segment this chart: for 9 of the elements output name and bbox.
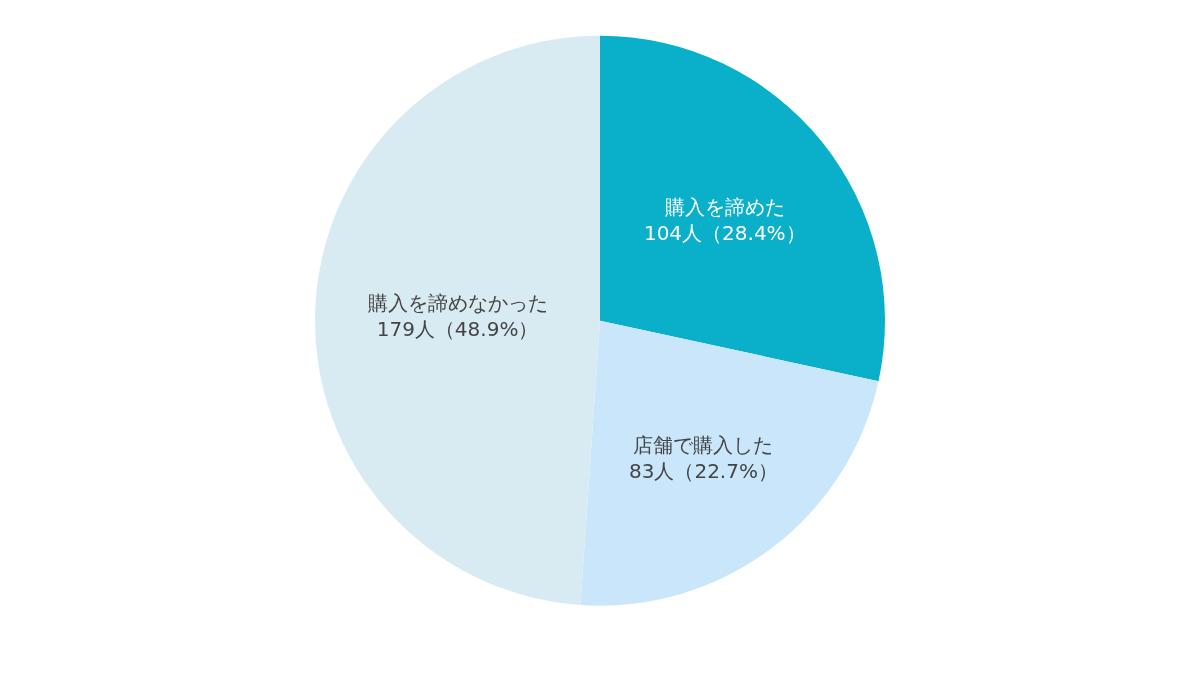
pie-slice [600, 35, 885, 382]
pie-slice [315, 35, 600, 605]
slice-label: 購入を諦めた [664, 195, 785, 220]
slice-label: 購入を諦めなかった [367, 290, 548, 315]
data-label: 104人（28.4%） [643, 221, 806, 246]
pie-slice [580, 320, 879, 606]
slice-label: 店舗で購入した [633, 433, 774, 458]
data-label: 179人（48.9%） [376, 316, 539, 341]
data-label: 83人（22.7%） [628, 459, 778, 484]
